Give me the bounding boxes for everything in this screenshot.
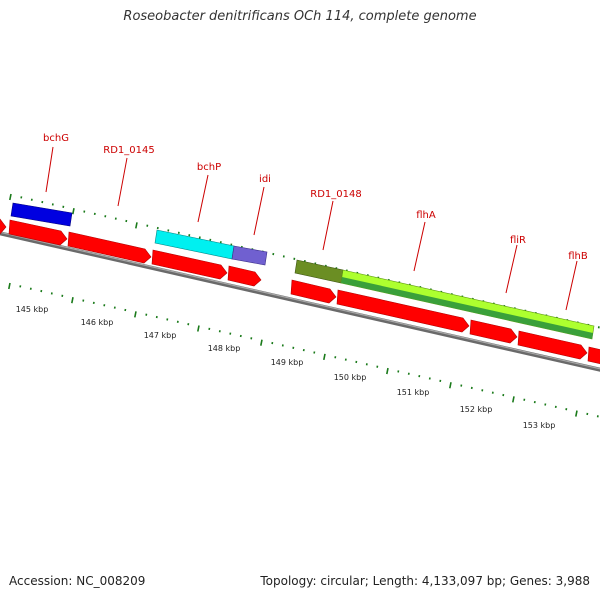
scale-label-148: 148 kbp (208, 344, 241, 353)
scale-label-149: 149 kbp (271, 358, 304, 367)
genome-backbone-highlight (0, 231, 600, 370)
gene-arrow-6[interactable] (290, 279, 337, 304)
leader-fliR (505, 244, 518, 294)
scale-tick-54 (575, 410, 578, 417)
gene-arrow-9[interactable] (517, 330, 588, 360)
leader-RD1_0148 (322, 200, 334, 251)
leader-bchP (197, 174, 209, 223)
leader-flhA (413, 221, 426, 272)
scale-tick-24 (260, 339, 263, 346)
feature-bchG[interactable] (10, 202, 73, 227)
gene-arrow-3[interactable] (67, 231, 152, 264)
scale-tick-42 (449, 382, 452, 389)
gene-arrow-1[interactable] (0, 218, 7, 235)
gene-label-flhA[interactable]: flhA (416, 210, 436, 221)
leader-bchG (45, 146, 54, 193)
scale-label-151: 151 kbp (397, 388, 430, 397)
gene-label-bchG[interactable]: bchG (43, 133, 69, 144)
outer-tick-0 (9, 193, 12, 201)
scale-label-track: 145 kbp 146 kbp 147 kbp 148 kbp 149 kbp … (16, 305, 556, 430)
topology-text: Topology: circular; Length: 4,133,097 bp… (260, 574, 590, 588)
leader-flhB (565, 260, 578, 311)
gene-label-RD1_0145[interactable]: RD1_0145 (103, 145, 154, 156)
scale-tick-30 (323, 353, 326, 361)
scale-tick-36 (386, 367, 389, 375)
gene-label-bchP[interactable]: bchP (197, 162, 221, 173)
scale-tick-48 (512, 396, 515, 403)
gene-arrow-2[interactable] (8, 219, 68, 246)
leader-idi (253, 186, 265, 236)
scale-label-150: 150 kbp (334, 373, 367, 382)
gene-arrow-track (0, 218, 600, 366)
scale-label-152: 152 kbp (460, 405, 493, 414)
gene-label-fliR[interactable]: fliR (510, 235, 526, 246)
scale-tick-12 (134, 311, 137, 318)
gene-arrow-7[interactable] (336, 289, 470, 333)
leader-RD1_0145 (117, 157, 128, 207)
feature-flhA-shade (341, 277, 593, 339)
outer-tick-6 (72, 208, 75, 215)
scale-tick-18 (197, 325, 200, 332)
accession-text: Accession: NC_008209 (9, 574, 146, 588)
scale-tick-6 (71, 297, 74, 304)
scale-tick-track (8, 282, 599, 418)
outer-tick-12 (135, 222, 138, 229)
gene-label-idi[interactable]: idi (259, 174, 271, 185)
scale-label-145: 145 kbp (16, 305, 49, 314)
gene-label-RD1_0148[interactable]: RD1_0148 (310, 189, 361, 200)
feature-RD1_0148[interactable] (294, 259, 344, 284)
gene-label-flhB[interactable]: flhB (568, 251, 588, 262)
scale-label-147: 147 kbp (144, 331, 177, 340)
gene-arrow-4[interactable] (151, 249, 228, 280)
genome-backbone (0, 231, 600, 372)
scale-tick-0 (8, 282, 11, 290)
gene-label-track: bchG RD1_0145 bchP idi RD1_0148 flhA fli… (43, 133, 588, 311)
gene-arrow-5[interactable] (227, 265, 262, 287)
scale-label-153: 153 kbp (523, 421, 556, 430)
gene-arrow-10[interactable] (587, 346, 600, 366)
feature-track (10, 202, 595, 340)
scale-label-146: 146 kbp (81, 318, 114, 327)
gene-arrow-8[interactable] (469, 319, 518, 344)
feature-idi[interactable] (231, 245, 268, 266)
map-title: Roseobacter denitrificans OCh 114, compl… (123, 9, 477, 24)
